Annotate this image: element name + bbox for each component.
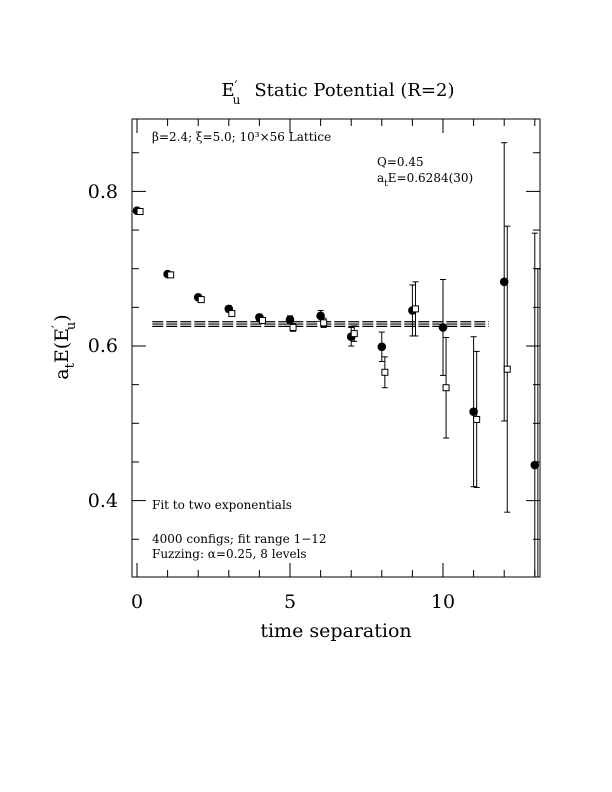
- point-square-2: [197, 296, 205, 304]
- point-circle-8: [377, 342, 387, 352]
- q-value-annotation: Q=0.45: [377, 155, 424, 169]
- point-circle-6: [316, 311, 325, 321]
- y-tick-label-0.8: 0.8: [88, 181, 118, 203]
- point-square-0: [136, 207, 144, 215]
- data-markers: [132, 206, 540, 470]
- point-circle-10: [438, 323, 448, 332]
- x-axis-label: time separation: [260, 620, 411, 642]
- plot-frame: [131, 118, 541, 578]
- point-square-10: [442, 384, 450, 392]
- y-tick-label-0.4: 0.4: [88, 490, 118, 512]
- point-circle-13: [530, 460, 540, 470]
- x-tick-label-5: 5: [284, 591, 296, 613]
- point-square-6: [320, 319, 328, 327]
- axis-ticks: [132, 119, 540, 577]
- fuzzing-annotation: Fuzzing: α=0.25, 8 levels: [152, 547, 307, 561]
- point-circle-12: [499, 277, 509, 287]
- y-tick-label-0.6: 0.6: [88, 335, 118, 357]
- configs-annotation: 4000 configs; fit range 1−12: [152, 532, 327, 546]
- point-square-7: [350, 330, 358, 338]
- point-square-4: [258, 316, 266, 324]
- y-axis-label: atE(E′u): [50, 314, 79, 379]
- point-square-11: [473, 415, 481, 423]
- point-circle-5: [285, 315, 295, 325]
- error-bars: [134, 142, 541, 577]
- point-square-12: [503, 365, 511, 373]
- point-square-8: [381, 368, 389, 376]
- point-square-9: [411, 305, 419, 313]
- fit-energy-annotation: atE=0.6284(30): [377, 171, 473, 189]
- fit-method-annotation: Fit to two exponentials: [152, 498, 292, 512]
- chart-title: E′ u Static Potential (R=2): [222, 79, 455, 107]
- x-tick-label-0: 0: [131, 591, 143, 613]
- x-tick-label-10: 10: [431, 591, 455, 613]
- point-square-3: [228, 310, 236, 318]
- point-square-1: [167, 271, 175, 279]
- lattice-annotation: β=2.4; ξ=5.0; 10³×56 Lattice: [152, 130, 331, 144]
- point-square-5: [289, 323, 297, 331]
- point-circle-11: [469, 407, 478, 417]
